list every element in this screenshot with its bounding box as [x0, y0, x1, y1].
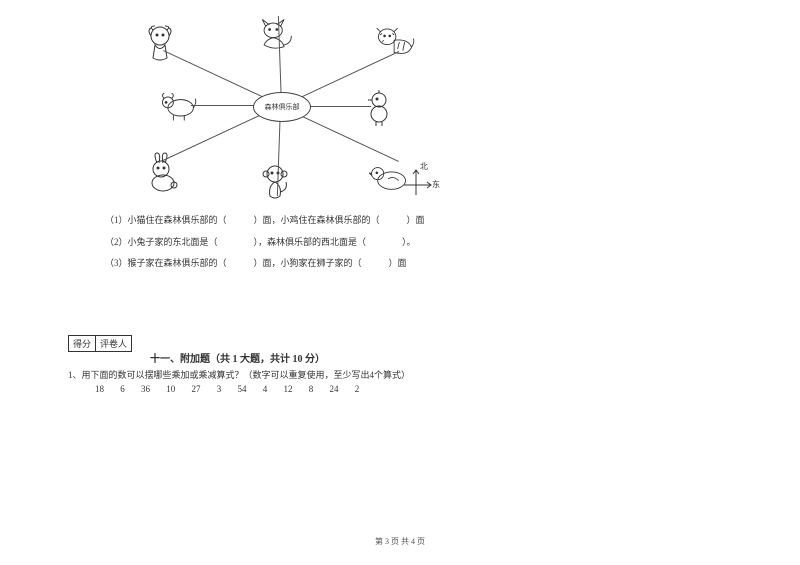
animal-monkey: [255, 162, 295, 202]
grader-label: 评卷人: [95, 335, 132, 352]
number-item: 2: [355, 384, 360, 394]
question-2: （2）小兔子家的东北面是（ ），森林俱乐部的西北面是（ ）。: [105, 232, 425, 254]
question-3: （3）猴子家在森林俱乐部的（ ）面，小狗家在狮子家的（ ）面: [105, 253, 425, 275]
center-node: 森林俱乐部: [253, 92, 311, 122]
page: 森林俱乐部: [0, 0, 800, 565]
animal-dog: [157, 86, 197, 126]
animal-cat: [255, 14, 295, 54]
number-item: 4: [263, 384, 268, 394]
number-item: 24: [330, 384, 339, 394]
question-block: （1）小猫住在森林俱乐部的（ ）面，小鸡住在森林俱乐部的（ ）面 （2）小兔子家…: [105, 210, 425, 275]
number-item: 6: [120, 384, 125, 394]
compass: 北 东: [400, 165, 440, 205]
number-item: 3: [217, 384, 222, 394]
number-list: 18 6 36 10 27 3 54 4 12 8 24 2: [95, 384, 373, 394]
animal-rabbit: [143, 152, 183, 192]
number-item: 18: [95, 384, 104, 394]
compass-east-label: 东: [432, 179, 440, 190]
diagram: 森林俱乐部: [125, 14, 435, 199]
animal-chick: [359, 88, 399, 128]
number-item: 12: [284, 384, 293, 394]
compass-north-label: 北: [420, 161, 428, 172]
score-label: 得分: [68, 335, 96, 352]
number-item: 36: [141, 384, 150, 394]
number-item: 10: [166, 384, 175, 394]
question-1: （1）小猫住在森林俱乐部的（ ）面，小鸡住在森林俱乐部的（ ）面: [105, 210, 425, 232]
number-item: 54: [238, 384, 247, 394]
page-footer: 第 3 页 共 4 页: [0, 536, 800, 547]
number-item: 27: [192, 384, 201, 394]
number-item: 8: [309, 384, 314, 394]
score-row: 得分评卷人: [68, 335, 131, 352]
section-title: 十一、附加题（共 1 大题，共计 10 分）: [150, 350, 325, 365]
animal-tiger: [375, 22, 415, 62]
problem-text: 1、用下面的数可以摆哪些乘加或乘减算式？（数字可以重复使用，至少写出4个算式）: [68, 368, 410, 381]
center-label: 森林俱乐部: [265, 102, 300, 112]
